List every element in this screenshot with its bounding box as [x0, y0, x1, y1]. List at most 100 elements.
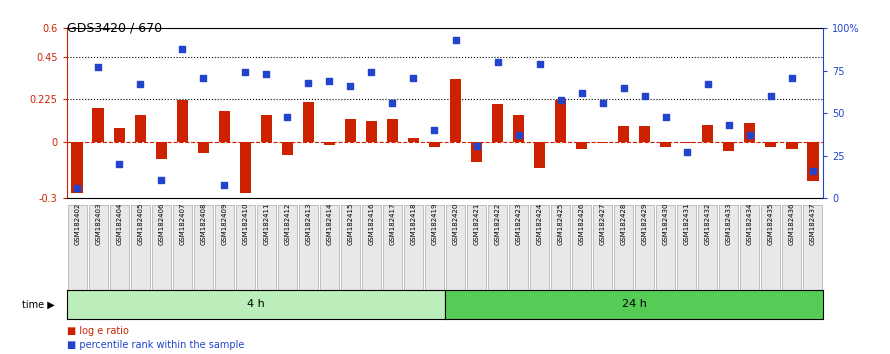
Text: GSM182414: GSM182414 [327, 202, 333, 245]
Text: GSM182421: GSM182421 [473, 202, 480, 245]
FancyBboxPatch shape [804, 205, 822, 302]
Bar [156, 142, 167, 159]
FancyBboxPatch shape [509, 205, 528, 302]
Point [112, 161, 126, 167]
Text: GSM182411: GSM182411 [263, 202, 270, 245]
Text: GSM182413: GSM182413 [305, 202, 312, 245]
Text: GSM182420: GSM182420 [452, 202, 458, 245]
Text: GSM182428: GSM182428 [620, 202, 627, 245]
Bar [471, 142, 482, 162]
FancyBboxPatch shape [677, 205, 696, 302]
Point [364, 70, 378, 75]
Bar [618, 126, 629, 142]
Bar [723, 142, 734, 151]
Bar [659, 142, 671, 147]
Point [554, 97, 568, 103]
Text: GSM182405: GSM182405 [137, 202, 143, 245]
Point [385, 100, 400, 106]
Point [239, 70, 253, 75]
Text: GSM182433: GSM182433 [725, 202, 732, 245]
FancyBboxPatch shape [782, 205, 801, 302]
Point [700, 81, 715, 87]
FancyBboxPatch shape [236, 205, 255, 302]
Point [91, 64, 105, 70]
Text: 24 h: 24 h [622, 299, 646, 309]
Point [175, 46, 190, 52]
Bar [744, 123, 756, 142]
FancyBboxPatch shape [593, 205, 612, 302]
Point [595, 100, 610, 106]
Bar [176, 100, 188, 142]
Point [280, 114, 295, 120]
Bar [449, 79, 461, 142]
Text: GSM182408: GSM182408 [200, 202, 206, 245]
Text: GSM182431: GSM182431 [684, 202, 690, 245]
Bar [554, 100, 566, 142]
Point [70, 185, 85, 191]
Text: GSM182434: GSM182434 [747, 202, 753, 245]
Point [259, 72, 273, 77]
Bar [681, 142, 692, 143]
FancyBboxPatch shape [299, 205, 318, 302]
FancyBboxPatch shape [614, 205, 633, 302]
Point [469, 143, 483, 148]
FancyBboxPatch shape [425, 205, 444, 302]
FancyBboxPatch shape [551, 205, 570, 302]
Point [532, 61, 546, 67]
Text: GSM182430: GSM182430 [663, 202, 668, 245]
Text: GSM182412: GSM182412 [285, 202, 290, 245]
FancyBboxPatch shape [572, 205, 591, 302]
FancyBboxPatch shape [761, 205, 781, 302]
FancyBboxPatch shape [488, 205, 507, 302]
FancyBboxPatch shape [635, 205, 654, 302]
FancyBboxPatch shape [383, 205, 402, 302]
FancyBboxPatch shape [699, 205, 717, 302]
FancyBboxPatch shape [152, 205, 171, 302]
Text: ■ percentile rank within the sample: ■ percentile rank within the sample [67, 341, 244, 350]
Text: time ▶: time ▶ [22, 299, 55, 309]
Bar [765, 142, 776, 147]
FancyBboxPatch shape [173, 205, 191, 302]
Point [302, 80, 316, 86]
Point [134, 81, 148, 87]
Text: GSM182435: GSM182435 [768, 202, 773, 245]
Point [196, 75, 210, 80]
Point [427, 127, 441, 133]
Text: GSM182424: GSM182424 [537, 202, 543, 245]
Point [407, 75, 421, 80]
FancyBboxPatch shape [68, 205, 86, 302]
Point [344, 83, 358, 89]
Bar [261, 115, 272, 142]
Point [659, 114, 673, 120]
Text: GSM182425: GSM182425 [557, 202, 563, 245]
Text: GSM182406: GSM182406 [158, 202, 165, 245]
Text: GSM182429: GSM182429 [642, 202, 648, 245]
Text: GSM182422: GSM182422 [495, 202, 500, 245]
Text: GSM182403: GSM182403 [95, 202, 101, 245]
FancyBboxPatch shape [320, 205, 339, 302]
Text: GSM182417: GSM182417 [390, 202, 395, 245]
FancyBboxPatch shape [131, 205, 150, 302]
Bar [576, 142, 587, 149]
Bar [198, 142, 209, 153]
Point [805, 168, 820, 174]
Point [490, 59, 505, 65]
Point [512, 132, 526, 138]
Text: GSM182409: GSM182409 [222, 202, 227, 245]
Text: GSM182419: GSM182419 [432, 202, 438, 245]
Point [154, 177, 168, 182]
FancyBboxPatch shape [404, 205, 423, 302]
FancyBboxPatch shape [740, 205, 759, 302]
FancyBboxPatch shape [341, 205, 360, 302]
Bar [324, 142, 336, 145]
FancyBboxPatch shape [89, 205, 108, 302]
Bar [281, 142, 293, 155]
Bar [366, 121, 377, 142]
Point [742, 132, 756, 138]
Point [764, 93, 778, 99]
Bar [639, 126, 651, 142]
Point [322, 78, 336, 84]
FancyBboxPatch shape [109, 205, 129, 302]
Text: GSM182402: GSM182402 [74, 202, 80, 245]
Text: GSM182415: GSM182415 [347, 202, 353, 245]
